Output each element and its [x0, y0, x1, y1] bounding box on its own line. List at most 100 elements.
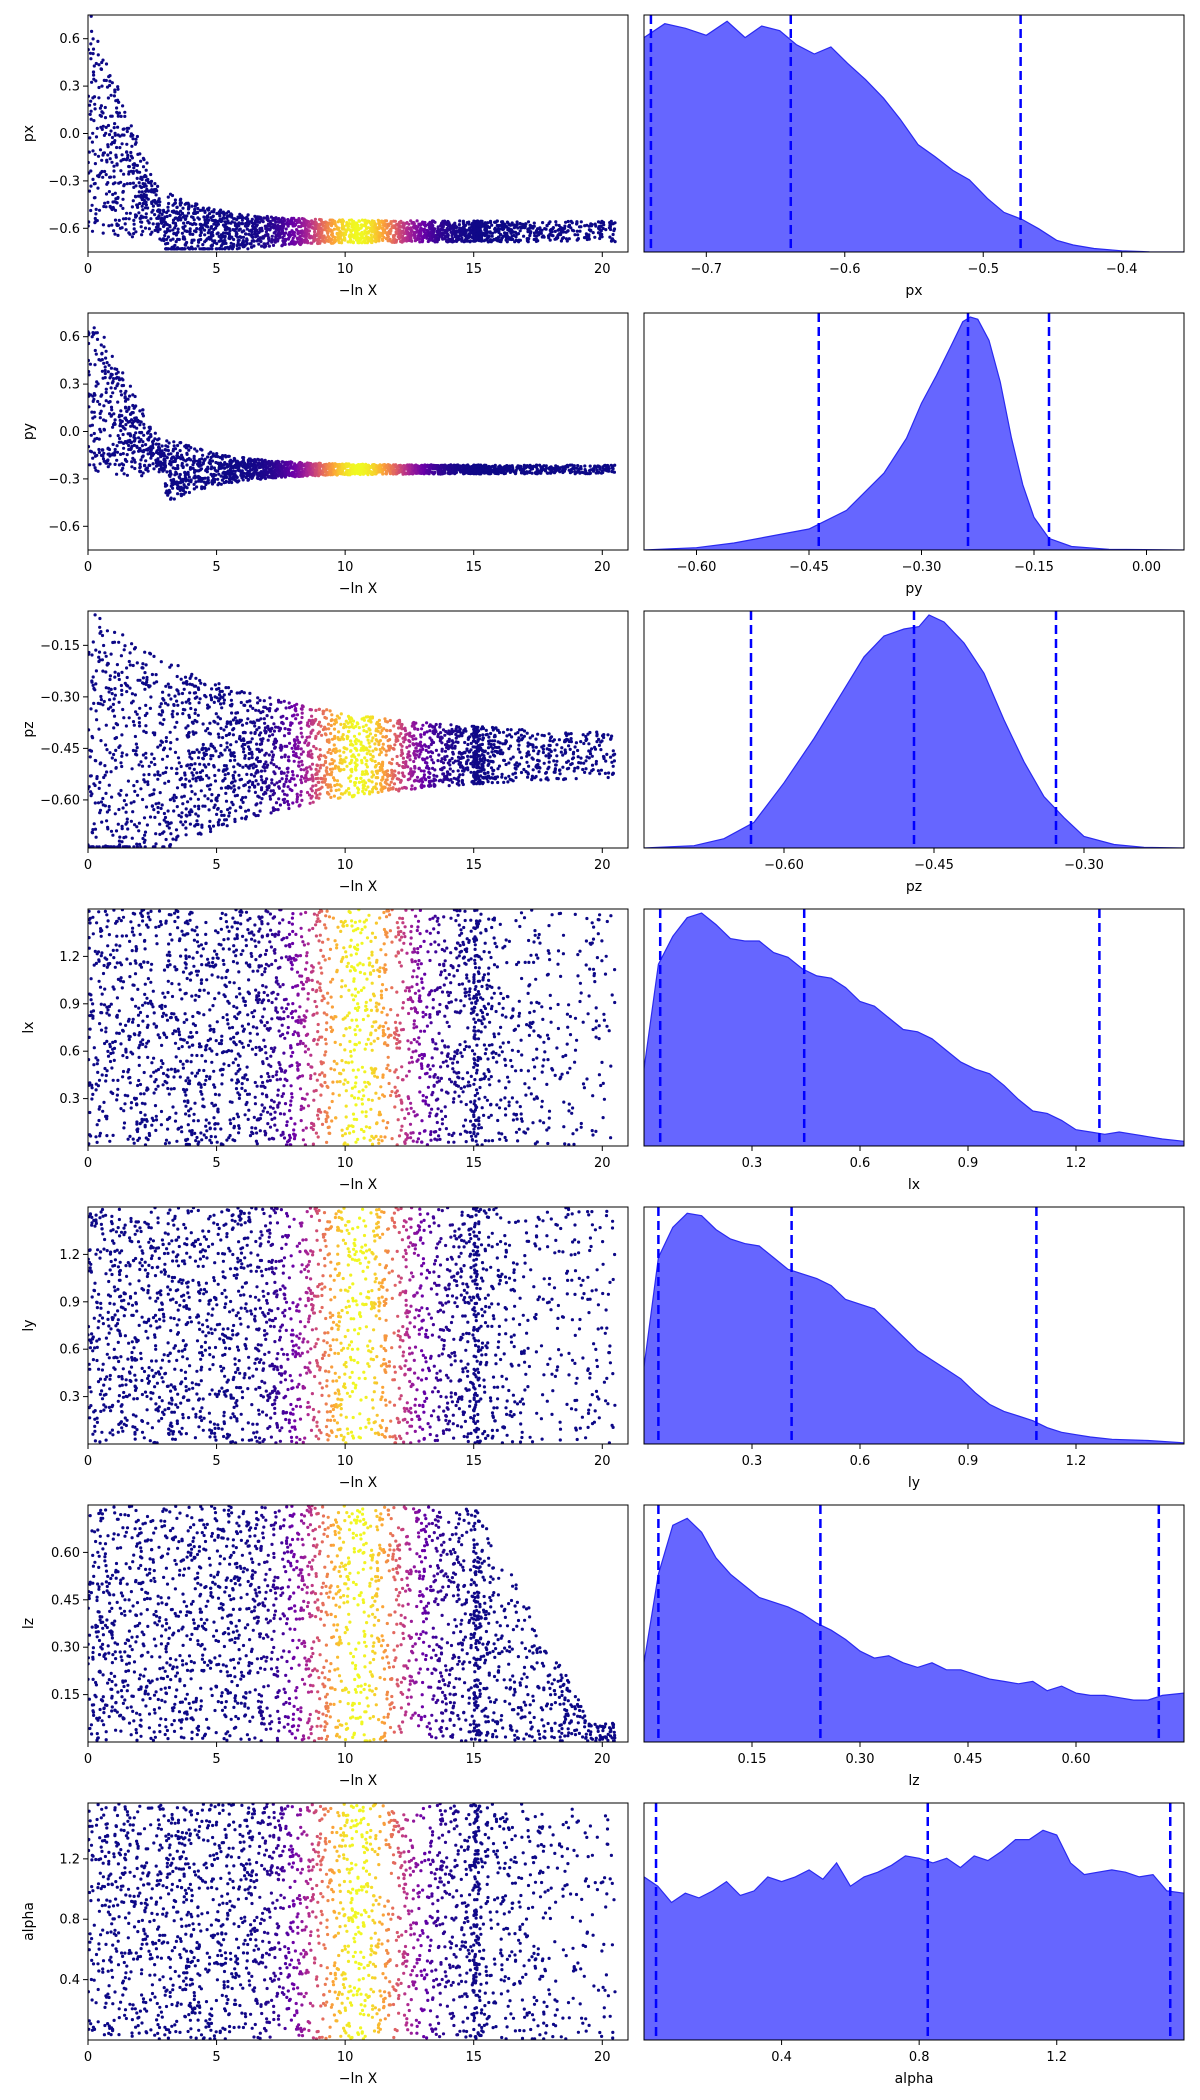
sample-point	[600, 219, 604, 223]
sample-point	[361, 472, 365, 476]
sample-point	[160, 449, 164, 453]
sample-point	[181, 235, 185, 239]
sample-point	[131, 181, 135, 185]
sample-point	[113, 218, 118, 222]
sample-point	[98, 416, 102, 420]
sample-point	[214, 247, 218, 251]
sample-point	[326, 238, 330, 242]
sample-point	[372, 235, 376, 239]
sample-point	[182, 486, 186, 490]
sample-point	[567, 223, 572, 227]
sample-point	[172, 202, 176, 206]
sample-point	[265, 227, 269, 231]
sample-point	[393, 219, 397, 223]
sample-point	[127, 217, 131, 221]
sample-point	[158, 208, 162, 212]
sample-point	[119, 409, 123, 413]
sample-point	[119, 389, 123, 393]
sample-point	[90, 140, 94, 144]
sample-point	[236, 224, 240, 228]
sample-point	[119, 429, 123, 433]
sample-point	[90, 203, 94, 207]
sample-point	[190, 215, 194, 219]
sample-point	[422, 472, 426, 476]
sample-point	[113, 447, 117, 452]
sample-point	[182, 221, 186, 225]
sample-point	[95, 436, 99, 441]
sample-point	[161, 208, 166, 212]
sample-point	[359, 233, 363, 237]
sample-point	[109, 151, 113, 155]
sample-point	[113, 131, 117, 135]
sample-point	[597, 226, 601, 230]
sample-point	[258, 217, 262, 221]
sample-point	[445, 239, 449, 243]
sample-point	[154, 193, 158, 197]
sample-point	[458, 226, 462, 230]
sample-point	[179, 197, 183, 201]
sample-point	[225, 465, 229, 469]
sample-point	[282, 222, 286, 226]
sample-point	[151, 442, 155, 446]
sample-point	[203, 233, 207, 237]
sample-point	[601, 226, 605, 231]
sample-point	[232, 237, 236, 242]
sample-point	[233, 228, 237, 233]
sample-point	[114, 155, 118, 159]
sample-point	[254, 224, 258, 228]
sample-point	[113, 122, 117, 126]
sample-point	[472, 219, 476, 223]
sample-point	[612, 229, 616, 233]
sample-point	[532, 237, 536, 242]
sample-point	[223, 246, 227, 250]
sample-point	[270, 240, 274, 244]
sample-point	[113, 191, 117, 195]
sample-point	[311, 220, 315, 224]
sample-point	[142, 433, 146, 437]
sample-point	[121, 206, 125, 210]
sample-point	[141, 156, 145, 160]
sample-point	[394, 463, 398, 467]
sample-point	[586, 472, 590, 476]
sample-point	[156, 184, 160, 188]
sample-point	[360, 218, 364, 222]
sample-point	[564, 220, 568, 224]
sample-point	[200, 208, 204, 212]
sample-point	[140, 190, 144, 194]
sample-point	[548, 238, 552, 242]
sample-point	[137, 211, 141, 215]
sample-point	[564, 237, 569, 241]
sample-point	[142, 422, 146, 426]
sample-point	[587, 233, 591, 237]
sample-point	[111, 192, 115, 197]
sample-point	[416, 235, 420, 239]
sample-point	[557, 227, 561, 231]
sample-point	[183, 470, 187, 474]
sample-point	[186, 246, 190, 250]
sample-point	[141, 208, 145, 212]
sample-point	[219, 233, 223, 237]
sample-point	[128, 211, 132, 215]
sample-point	[206, 225, 210, 229]
sample-point	[328, 218, 332, 222]
sample-point	[97, 85, 101, 90]
sample-point	[599, 224, 603, 228]
sample-point	[163, 234, 167, 238]
sample-point	[176, 464, 180, 468]
sample-point	[369, 223, 373, 227]
sample-point	[146, 452, 150, 456]
sample-point	[211, 214, 215, 218]
sample-point	[130, 460, 134, 464]
sample-point	[128, 158, 132, 162]
sample-point	[183, 243, 187, 247]
sample-point	[329, 237, 333, 241]
sample-point	[131, 199, 135, 203]
sample-point	[553, 466, 557, 470]
sample-point	[136, 194, 140, 198]
sample-point	[246, 459, 250, 463]
sample-point	[88, 341, 91, 346]
sample-point	[584, 235, 588, 239]
sample-point	[417, 232, 421, 236]
sample-point	[587, 228, 592, 232]
sample-point	[207, 235, 211, 239]
